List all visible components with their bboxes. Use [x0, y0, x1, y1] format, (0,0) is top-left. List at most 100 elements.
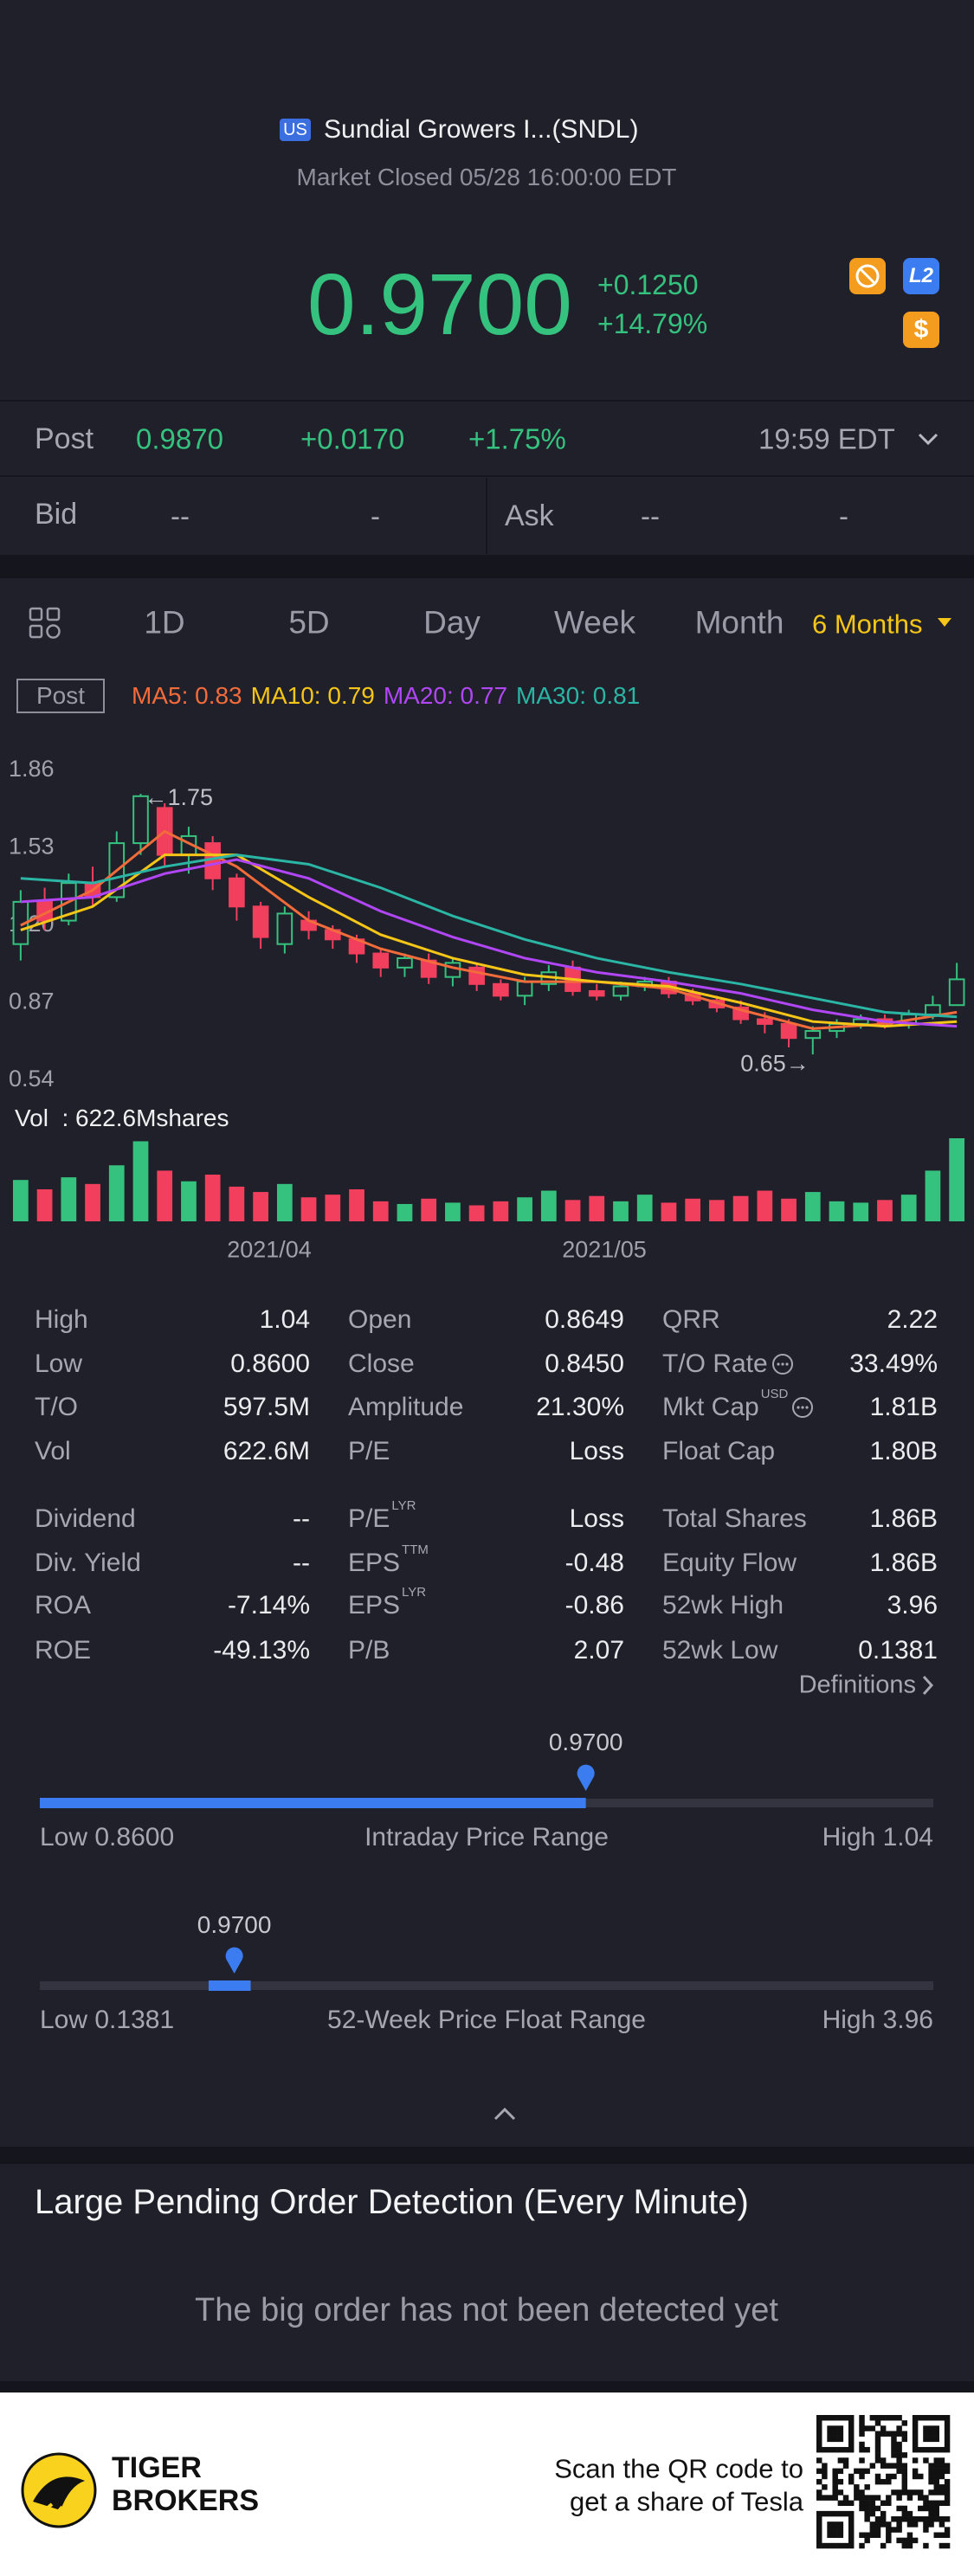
qr-module: [906, 2521, 913, 2528]
qr-module: [869, 2415, 876, 2421]
session-tag: Post: [16, 679, 105, 713]
stat-label-text: QRR: [662, 1305, 720, 1334]
stat-label-sup: LYR: [402, 1584, 427, 1600]
icon-glyph: $: [914, 315, 929, 344]
definitions-link[interactable]: Definitions: [798, 1671, 916, 1699]
range-current: 0.9700: [548, 1729, 623, 1755]
volume-bar: [181, 1181, 197, 1221]
qr-module: [837, 2500, 844, 2507]
chevron[interactable]: [918, 433, 939, 446]
stat-value: 21.30%: [536, 1393, 624, 1421]
tab[interactable]: Day: [423, 604, 481, 641]
empty-message: The big order has not been detected yet: [195, 2292, 778, 2328]
qr-module: [859, 2468, 865, 2475]
qr-module: [869, 2505, 876, 2512]
tab-selected[interactable]: 6 Months: [812, 609, 923, 640]
qr-module: [874, 2473, 881, 2480]
qr-module: [859, 2505, 865, 2512]
qr-module: [928, 2510, 934, 2517]
stat-label: Amplitude: [348, 1394, 463, 1420]
stat-label-text: Low: [35, 1349, 83, 1378]
ma-line: [20, 858, 958, 1028]
qr-module: [859, 2489, 865, 2496]
qr-module: [864, 2537, 870, 2544]
qr-module: [896, 2537, 902, 2544]
volume-bar: [925, 1170, 941, 1221]
ask-size: -: [839, 499, 848, 532]
volume-bar: [804, 1192, 821, 1221]
qr-module: [933, 2457, 939, 2463]
qr-module: [944, 2415, 951, 2421]
qr-module: [827, 2436, 833, 2443]
qr-module: [939, 2415, 945, 2421]
qr-module: [933, 2463, 939, 2469]
qr-module: [896, 2431, 902, 2437]
qr-module: [939, 2521, 945, 2528]
qr-module: [944, 2532, 951, 2538]
qr-module: [874, 2441, 881, 2448]
stat-value: 33.49%: [849, 1349, 938, 1378]
volume-bar: [636, 1195, 653, 1221]
qr-module: [874, 2527, 881, 2533]
candle-body: [588, 989, 605, 997]
qr-module: [928, 2521, 934, 2528]
post-time[interactable]: 19:59 EDT: [758, 422, 895, 455]
range-pin: [577, 1764, 595, 1791]
qr-module: [848, 2478, 855, 2485]
qr-module: [901, 2468, 908, 2475]
qr-module: [901, 2542, 908, 2549]
icon-dollar[interactable]: [903, 312, 939, 348]
collapse-caret[interactable]: [493, 2107, 516, 2121]
stat-label-text: P/E: [348, 1504, 390, 1533]
layout-icon[interactable]: [29, 607, 61, 639]
qr-module: [896, 2441, 902, 2448]
qr-module: [848, 2473, 855, 2480]
stat-label: Div. Yield: [35, 1550, 141, 1576]
qr-module: [944, 2468, 951, 2475]
qr-module: [864, 2516, 870, 2522]
volume-bar: [877, 1200, 893, 1221]
candle-body: [925, 1004, 941, 1016]
qr-module: [944, 2441, 951, 2448]
stat-label-text: Mkt Cap: [662, 1393, 759, 1421]
annotation: 0.65→: [740, 1050, 810, 1076]
qr-module: [901, 2537, 908, 2544]
info-icon[interactable]: [771, 1353, 794, 1375]
qr-module: [880, 2425, 887, 2431]
brand: BROKERS: [112, 2484, 260, 2517]
volume-bar: [421, 1198, 437, 1221]
tab[interactable]: Month: [694, 604, 784, 641]
stock-name: Sundial Growers I...(SNDL): [324, 115, 639, 144]
stat-label-sup: TTM: [402, 1542, 429, 1557]
volume-bar: [85, 1183, 100, 1221]
qr-module: [816, 2415, 822, 2421]
qr-module: [832, 2521, 838, 2528]
qr-module: [939, 2532, 945, 2538]
stat-label: EPS LYR: [348, 1586, 426, 1620]
qr-module: [832, 2468, 838, 2475]
stat-label-text: P/B: [348, 1636, 390, 1665]
qr-module: [891, 2527, 897, 2533]
dropdown-arrow[interactable]: [938, 618, 951, 627]
chevron[interactable]: [922, 1675, 934, 1696]
qr-module: [874, 2446, 881, 2453]
tab[interactable]: Week: [554, 604, 635, 641]
tab[interactable]: 5D: [288, 604, 330, 641]
info-icon[interactable]: [791, 1396, 814, 1419]
qr-module: [880, 2415, 887, 2421]
qr-module: [891, 2446, 897, 2453]
stat-label: T/O: [35, 1394, 78, 1420]
qr-module: [816, 2457, 822, 2463]
stat-label-text: EPS: [348, 1591, 401, 1620]
qr-module: [891, 2441, 897, 2448]
qr-module: [918, 2505, 924, 2512]
divider: [486, 478, 487, 554]
qr-module: [880, 2500, 887, 2507]
volume-bar: [829, 1201, 845, 1221]
tab[interactable]: 1D: [144, 604, 185, 641]
qr-module: [901, 2436, 908, 2443]
qr-module: [869, 2510, 876, 2517]
qr-module: [891, 2452, 897, 2458]
icon-l2[interactable]: [903, 258, 939, 294]
